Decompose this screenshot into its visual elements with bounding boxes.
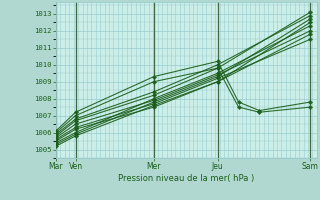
X-axis label: Pression niveau de la mer( hPa ): Pression niveau de la mer( hPa ) — [118, 174, 254, 183]
